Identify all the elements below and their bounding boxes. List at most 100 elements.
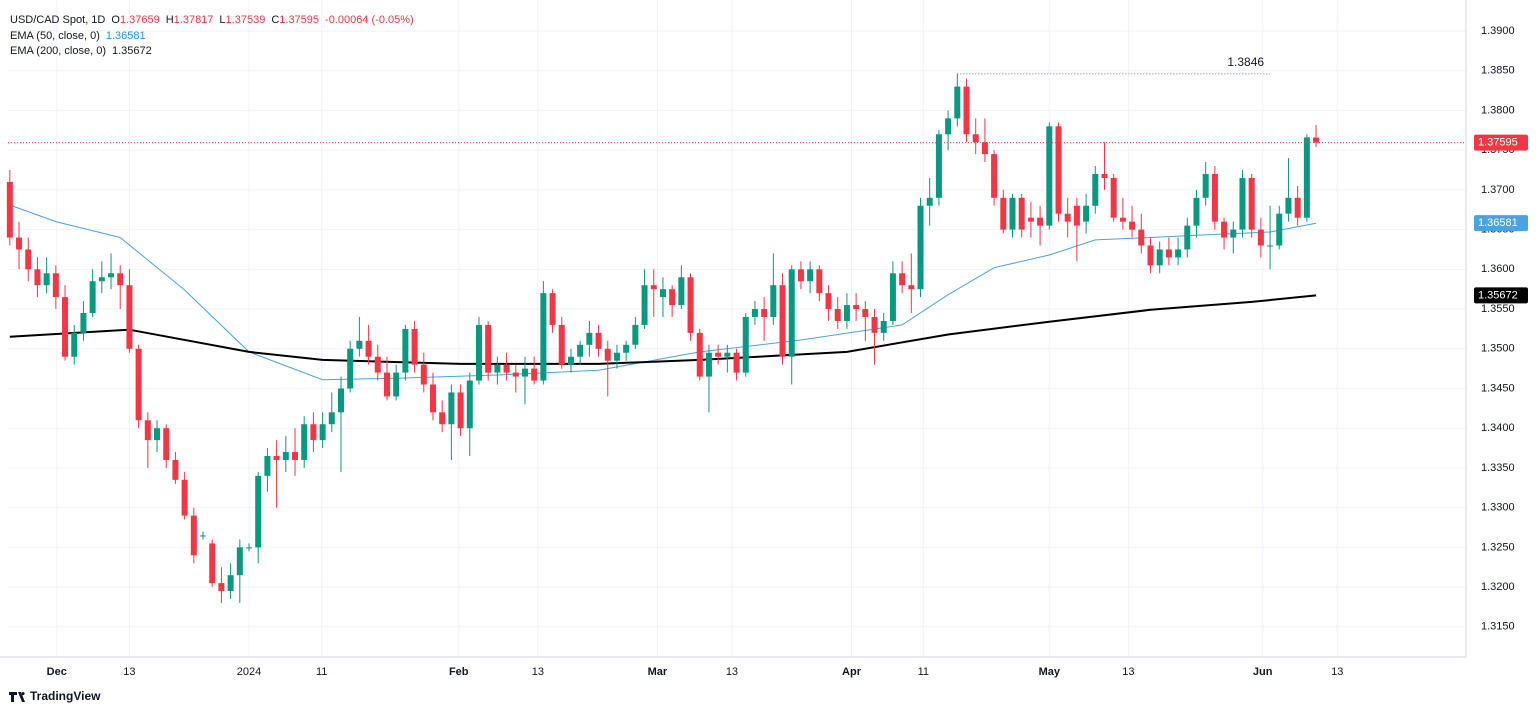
candle-body — [25, 249, 32, 270]
candle-body — [880, 320, 887, 333]
candle-body — [1083, 205, 1090, 222]
candle-body — [393, 372, 400, 397]
candle-body — [319, 424, 326, 441]
ohlc-value: 1.37659 — [120, 14, 160, 26]
candle-body — [80, 313, 87, 333]
candle-body — [512, 372, 519, 377]
brand-name: TradingView — [30, 689, 101, 703]
candle-body — [108, 273, 115, 278]
candle-body — [715, 352, 722, 357]
candle-body — [963, 86, 970, 135]
candle-body — [365, 340, 372, 357]
candle-body — [1156, 249, 1163, 266]
candle-body — [742, 316, 749, 373]
ema-price-box — [1474, 215, 1528, 232]
candle-body — [236, 547, 243, 576]
candle-body — [972, 134, 979, 143]
candle-body — [843, 305, 850, 321]
candle-body — [650, 285, 657, 290]
candle-body — [1230, 229, 1237, 238]
ohlc-key: L — [219, 14, 225, 26]
candle-body — [218, 583, 225, 592]
candle-body — [16, 237, 23, 250]
candle-body — [1211, 173, 1218, 222]
candle-body — [1202, 173, 1209, 198]
candle-body — [1267, 245, 1274, 247]
candle-body — [1248, 177, 1255, 230]
ema-price-label: 1.36581 — [1478, 217, 1518, 229]
candle-body — [466, 380, 473, 429]
y-tick-label: 1.3150 — [1481, 621, 1515, 633]
candle-body — [871, 316, 878, 333]
candle-body — [1285, 197, 1292, 214]
y-tick-label: 1.3700 — [1481, 184, 1515, 196]
ohlc-key: O — [111, 14, 120, 26]
candle-body — [1009, 197, 1016, 230]
candle-body — [337, 388, 344, 413]
x-tick-label: 2024 — [237, 666, 261, 678]
candle-body — [439, 412, 446, 425]
y-tick-label: 1.3350 — [1481, 462, 1515, 474]
candle-body — [1147, 245, 1154, 266]
x-tick-label: 13 — [123, 666, 135, 678]
candle-body — [586, 332, 593, 345]
x-tick-label: 11 — [316, 666, 327, 678]
candle-body — [1092, 173, 1099, 206]
candle-body — [6, 181, 13, 238]
candle-body — [89, 281, 96, 314]
x-tick-label: Mar — [648, 666, 668, 678]
ohlc-value: 1.37539 — [226, 14, 266, 26]
legend-ema: EMA (200, close, 0) 1.35672 — [10, 45, 152, 57]
candle-body — [724, 352, 731, 357]
candle-body — [604, 348, 611, 361]
candle-body — [246, 547, 253, 549]
candle-body — [475, 324, 482, 381]
ema-name: EMA (200, close, 0) — [10, 45, 106, 57]
candle-body — [1239, 177, 1246, 230]
candle-body — [209, 543, 216, 584]
legend-ohlc: USD/CAD Spot, 1D O1.37659 H1.37817 L1.37539… — [10, 14, 414, 26]
y-tick-label: 1.3550 — [1481, 303, 1515, 315]
candle-body — [862, 309, 869, 317]
candle-body — [34, 269, 41, 286]
candle-body — [558, 324, 565, 365]
candle-body — [945, 118, 952, 135]
candle-body — [1064, 213, 1071, 222]
candle-body — [347, 348, 354, 389]
candle-body — [71, 332, 78, 357]
candle-body — [613, 352, 620, 361]
x-tick-label: May — [1039, 666, 1061, 678]
candle-body — [292, 452, 299, 460]
candle-body — [144, 420, 151, 441]
x-tick-label: Apr — [842, 666, 862, 678]
ema-value: 1.35672 — [112, 45, 152, 57]
candle-body — [154, 428, 161, 441]
ohlc-value: 1.37817 — [174, 14, 214, 26]
candle-body — [181, 479, 188, 516]
y-tick-label: 1.3300 — [1481, 502, 1515, 514]
ema-price-label: 1.35672 — [1478, 289, 1518, 301]
candle-body — [135, 348, 142, 421]
candle-body — [788, 269, 795, 357]
logo-icon — [9, 692, 25, 702]
ema-value: 1.36581 — [106, 30, 146, 42]
candle-body — [1193, 197, 1200, 226]
ohlc-key: H — [166, 14, 174, 26]
candle-body — [935, 134, 942, 198]
candle-body — [172, 459, 179, 480]
candle-body — [282, 452, 289, 460]
candle-body — [1276, 213, 1283, 246]
candle-body — [705, 352, 712, 377]
candle-body — [200, 535, 207, 537]
candle-body — [926, 197, 933, 206]
candle-body — [807, 269, 814, 282]
y-tick-label: 1.3600 — [1481, 263, 1515, 275]
candle-body — [227, 575, 234, 592]
ema-price-box — [1474, 287, 1528, 304]
y-tick-label: 1.3850 — [1481, 65, 1515, 77]
candle-body — [1184, 225, 1191, 250]
candle-body — [816, 269, 823, 294]
candle-body — [595, 332, 602, 349]
candle-body — [641, 285, 648, 325]
candle-body — [853, 305, 860, 310]
